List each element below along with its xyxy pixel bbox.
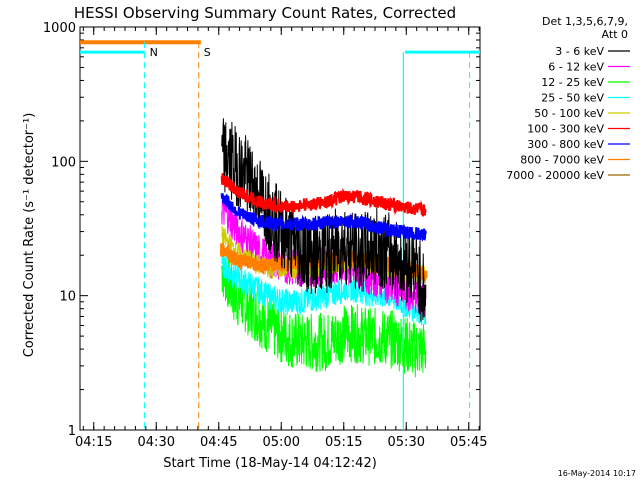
- y-axis-label: Corrected Count Rate (s⁻¹ detector⁻¹): [22, 113, 37, 358]
- legend-label: 50 - 100 keV: [534, 107, 604, 120]
- legend-label: 12 - 25 keV: [541, 76, 604, 89]
- time-marker-label: S: [204, 46, 211, 59]
- plot-frame: [79, 26, 481, 431]
- series-line: [220, 192, 427, 242]
- footer-date: 16-May-2014 10:17: [558, 469, 636, 478]
- chart-title: HESSI Observing Summary Count Rates, Cor…: [74, 4, 456, 22]
- x-tick-label: 05:30: [388, 435, 425, 450]
- legend-header: Att 0: [602, 28, 628, 41]
- y-tick-label: 100: [51, 155, 76, 170]
- x-tick-label: 04:45: [200, 435, 237, 450]
- legend-label: 100 - 300 keV: [527, 123, 604, 136]
- y-tick-label: 1000: [43, 21, 76, 36]
- legend-label: 3 - 6 keV: [555, 45, 604, 58]
- legend-label: 300 - 800 keV: [527, 138, 604, 151]
- x-tick-label: 05:15: [325, 435, 362, 450]
- x-tick-label: 04:30: [138, 435, 175, 450]
- x-tick-label: 04:15: [75, 435, 112, 450]
- legend-label: 800 - 7000 keV: [520, 154, 604, 167]
- y-tick-label: 1: [68, 424, 76, 439]
- y-tick-label: 10: [59, 290, 76, 305]
- axes: 1 10 100 1000 04:15 04:30 04:45 05:00 05:15 05:30…: [43, 21, 488, 450]
- legend-label: 25 - 50 keV: [541, 92, 604, 105]
- time-marker-label: N: [150, 46, 158, 59]
- legend-label: 7000 - 20000 keV: [506, 169, 604, 182]
- legend: Det 1,3,5,6,7,9,Att 0 3 - 6 keV 6 - 12 keV…: [506, 15, 630, 182]
- legend-label: 6 - 12 keV: [548, 61, 604, 74]
- series-line: [221, 249, 427, 378]
- series-line: [220, 173, 427, 217]
- series-line: [221, 194, 427, 317]
- x-tick-label: 05:00: [263, 435, 300, 450]
- x-tick-label: 05:45: [450, 435, 487, 450]
- legend-header: Det 1,3,5,6,7,9,: [542, 15, 628, 28]
- x-axis-label: Start Time (18-May-14 04:12:42): [163, 456, 377, 471]
